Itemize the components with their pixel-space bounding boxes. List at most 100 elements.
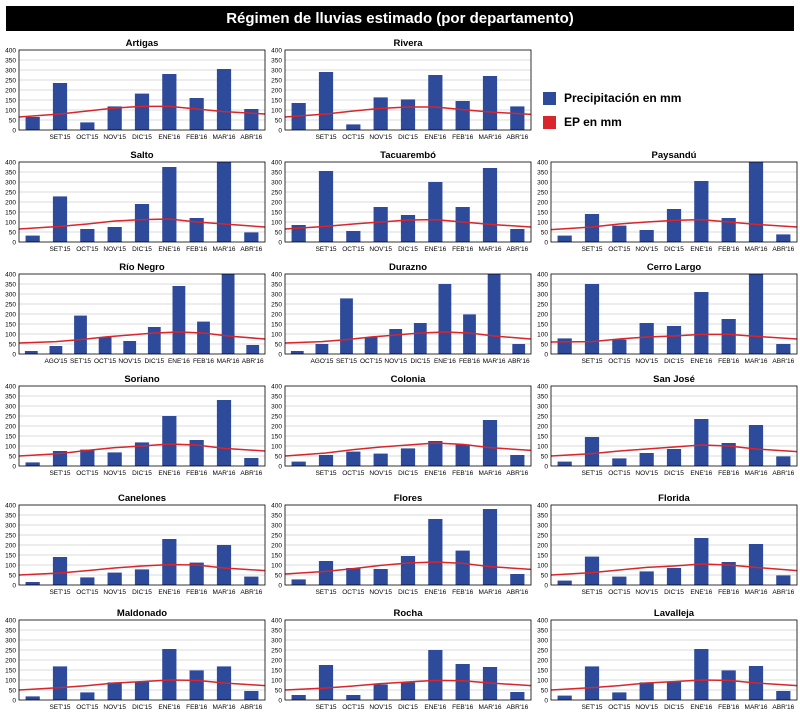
y-tick-label: 400 [537,272,548,279]
y-tick-label: 400 [5,272,16,279]
x-tick-label: ENE'16 [690,704,712,711]
bar-nov-15 [639,453,654,466]
x-tick-label: OCT'15 [360,358,383,365]
x-tick-label: DIC'15 [132,134,152,141]
y-tick-label: 150 [271,322,282,329]
y-tick-label: 50 [275,688,283,695]
chart-title: Salto [130,150,153,161]
bar-set-15 [318,455,334,466]
plot-frame [284,504,532,586]
y-tick-label: 250 [271,533,282,540]
ep-line [284,561,532,575]
y-tick-label: 150 [271,434,282,441]
y-tick-label: 100 [271,444,282,451]
x-tick-label: ABR'16 [772,470,794,477]
x-tick-label: NOV'15 [103,246,126,253]
x-tick-label: SET'15 [49,470,70,477]
y-tick-label: 300 [271,68,282,75]
plot-frame [550,161,798,243]
x-tick-label: SET'15 [315,246,336,253]
x-tick-label: ABR'16 [506,589,528,596]
plot-frame [18,273,266,355]
x-tick-label: ABR'16 [772,704,794,711]
bar-oct-15 [346,451,361,466]
y-tick-label: 300 [5,180,16,187]
plot-frame [18,504,266,586]
bar-set-15 [52,557,68,585]
y-tick-label: 250 [271,78,282,85]
y-tick-label: 200 [5,200,16,207]
bar-oct-15 [346,568,361,585]
x-tick-label: ENE'16 [158,246,180,253]
x-tick-label: DIC'15 [132,246,152,253]
y-tick-label: 200 [271,658,282,665]
y-tick-label: 50 [541,688,549,695]
y-tick-label: 250 [537,302,548,309]
y-tick-label: 0 [544,352,548,359]
x-tick-label: SET'15 [49,134,70,141]
chart-flores: Flores 0 50 100 150 200 250 300 350 400 SET'15 OCT'… [271,493,532,596]
y-tick-label: 400 [5,618,16,625]
chart-title: Maldonado [117,608,167,619]
bar-abr-16 [244,576,259,585]
bar-mar-16 [487,274,501,354]
bar-abr-16 [510,229,525,242]
y-tick-label: 300 [271,180,282,187]
y-tick-label: 50 [9,118,17,125]
bar-ago-15 [25,117,40,130]
bar-abr-16 [512,344,526,354]
y-tick-label: 200 [271,424,282,431]
y-tick-label: 100 [5,108,16,115]
x-tick-label: ABR'16 [506,134,528,141]
y-tick-label: 100 [271,332,282,339]
x-tick-label: SET'15 [315,704,336,711]
bar-set-15 [584,437,600,466]
x-tick-label: ABR'16 [240,589,262,596]
y-tick-label: 400 [5,503,16,510]
x-tick-label: ENE'16 [690,470,712,477]
y-tick-label: 150 [5,322,16,329]
y-tick-label: 350 [5,58,16,65]
y-tick-label: 250 [271,190,282,197]
plot-frame [18,161,266,243]
bar-ene-16 [162,649,177,700]
x-tick-label: DIC'15 [664,470,684,477]
bar-feb-16 [455,664,470,700]
x-tick-label: ENE'16 [424,589,446,596]
bar-oct-15 [612,225,627,242]
bar-dic-15 [400,556,416,585]
y-tick-label: 150 [537,668,548,675]
bar-dic-15 [666,568,682,585]
x-tick-label: FEB'16 [186,246,207,253]
bar-abr-16 [510,106,525,130]
x-tick-label: NOV'15 [103,470,126,477]
y-tick-label: 200 [271,312,282,319]
x-tick-label: ENE'16 [424,704,446,711]
chart-durazno: Durazno 0 50 100 150 200 250 300 350 400 AGO'15 SET… [271,262,532,365]
page-title: Régimen de lluvias estimado (por departa… [6,6,794,31]
bar-set-15 [584,556,600,585]
x-tick-label: DIC'15 [664,704,684,711]
x-tick-label: AGO'15 [44,358,67,365]
x-tick-label: FEB'16 [452,704,473,711]
x-tick-label: NOV'15 [103,589,126,596]
y-tick-label: 400 [271,618,282,625]
bar-abr-16 [244,691,259,700]
y-tick-label: 50 [9,230,17,237]
y-tick-label: 200 [271,200,282,207]
bar-ene-16 [162,539,177,585]
bar-dic-15 [666,449,682,466]
x-tick-label: MAR'16 [483,358,506,365]
x-tick-label: FEB'16 [718,470,739,477]
x-tick-label: OCT'15 [76,134,99,141]
x-tick-label: MAR'16 [479,246,502,253]
y-tick-label: 300 [537,292,548,299]
bar-ago-15 [315,344,329,354]
y-tick-label: 0 [278,240,282,247]
bar-ene-16 [438,284,452,354]
bar-oct-15 [612,339,627,354]
y-tick-label: 300 [537,523,548,530]
y-tick-label: 400 [5,384,16,391]
y-tick-label: 250 [5,190,16,197]
bar-ago-15 [291,225,306,242]
